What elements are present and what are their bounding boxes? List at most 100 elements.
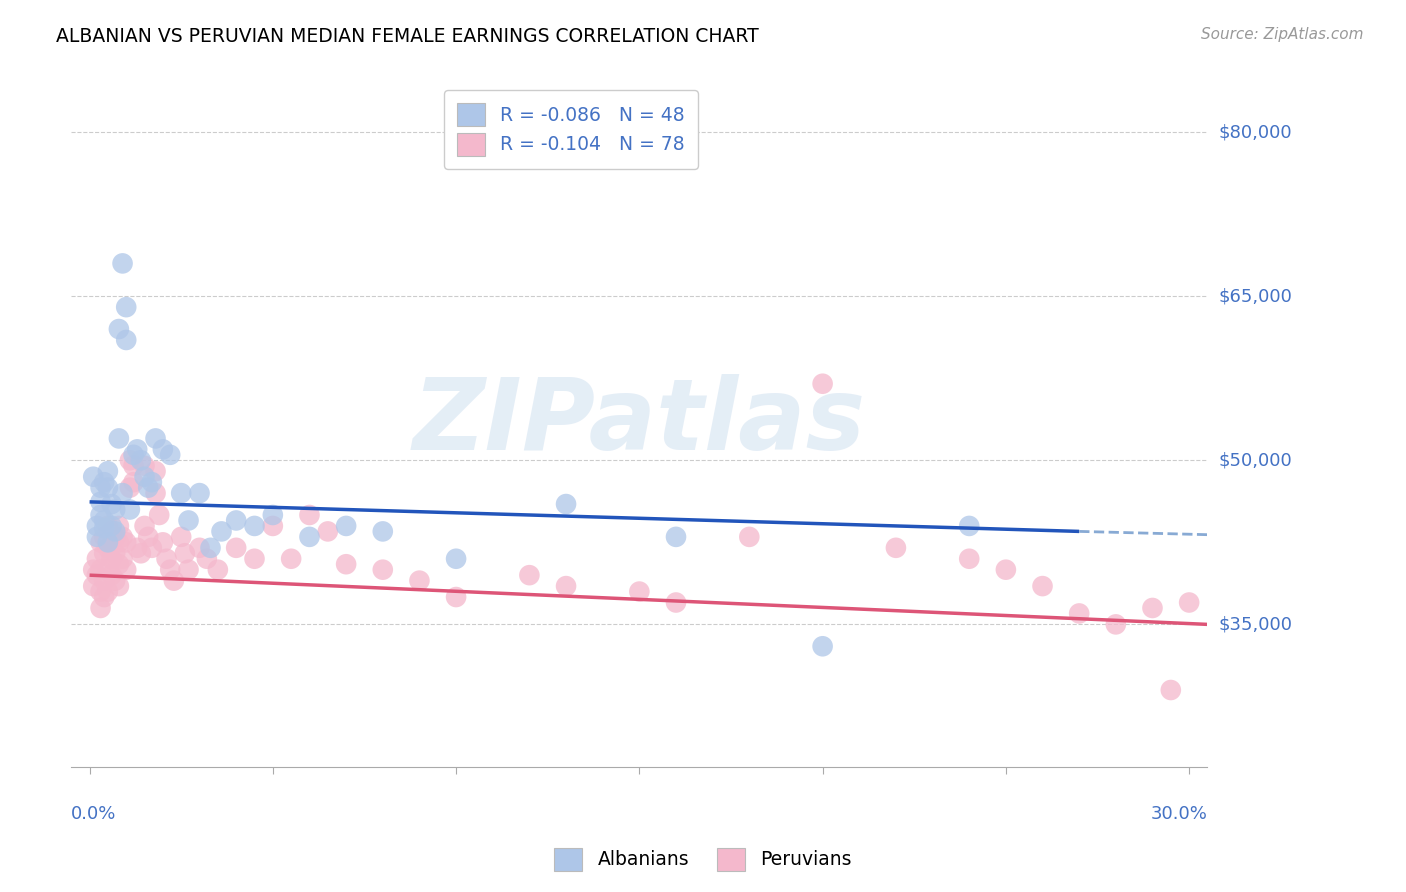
- Point: [97, 541, 120, 555]
- Point: [97, 563, 120, 577]
- Point: [111, 551, 134, 566]
- Point: [136, 530, 159, 544]
- Point: [1160, 683, 1182, 698]
- Point: [225, 513, 247, 527]
- Point: [444, 590, 467, 604]
- Point: [129, 453, 152, 467]
- Point: [335, 519, 357, 533]
- Point: [207, 563, 229, 577]
- Point: [811, 376, 834, 391]
- Point: [82, 563, 104, 577]
- Point: [957, 551, 980, 566]
- Point: [115, 535, 138, 549]
- Point: [93, 521, 115, 535]
- Point: [134, 469, 156, 483]
- Point: [104, 524, 127, 539]
- Point: [118, 453, 141, 467]
- Point: [108, 535, 131, 549]
- Point: [262, 508, 284, 522]
- Point: [298, 508, 321, 522]
- Point: [444, 551, 467, 566]
- Point: [134, 519, 156, 533]
- Point: [195, 551, 218, 566]
- Point: [118, 502, 141, 516]
- Point: [118, 481, 141, 495]
- Point: [108, 519, 131, 533]
- Point: [1105, 617, 1128, 632]
- Text: $50,000: $50,000: [1219, 451, 1292, 469]
- Point: [93, 513, 115, 527]
- Point: [90, 584, 112, 599]
- Point: [200, 541, 222, 555]
- Point: [100, 519, 122, 533]
- Point: [159, 563, 181, 577]
- Point: [811, 640, 834, 654]
- Point: [129, 546, 152, 560]
- Point: [93, 530, 115, 544]
- Point: [108, 579, 131, 593]
- Point: [1069, 607, 1091, 621]
- Point: [243, 551, 266, 566]
- Point: [134, 458, 156, 473]
- Point: [1142, 601, 1164, 615]
- Point: [90, 481, 112, 495]
- Point: [519, 568, 541, 582]
- Point: [170, 486, 193, 500]
- Point: [86, 519, 108, 533]
- Point: [111, 530, 134, 544]
- Point: [104, 574, 127, 588]
- Point: [90, 508, 112, 522]
- Text: $35,000: $35,000: [1219, 615, 1292, 633]
- Point: [115, 333, 138, 347]
- Point: [243, 519, 266, 533]
- Point: [127, 442, 149, 457]
- Text: $65,000: $65,000: [1219, 287, 1292, 305]
- Point: [155, 551, 177, 566]
- Point: [115, 563, 138, 577]
- Point: [136, 481, 159, 495]
- Legend: Albanians, Peruvians: Albanians, Peruvians: [547, 840, 859, 878]
- Point: [108, 558, 131, 572]
- Point: [884, 541, 907, 555]
- Point: [86, 551, 108, 566]
- Point: [298, 530, 321, 544]
- Point: [188, 541, 211, 555]
- Point: [82, 579, 104, 593]
- Point: [93, 590, 115, 604]
- Point: [408, 574, 430, 588]
- Point: [90, 495, 112, 509]
- Point: [93, 475, 115, 490]
- Point: [145, 486, 167, 500]
- Point: [1031, 579, 1053, 593]
- Text: 0.0%: 0.0%: [72, 805, 117, 823]
- Point: [93, 574, 115, 588]
- Point: [225, 541, 247, 555]
- Point: [97, 584, 120, 599]
- Point: [90, 563, 112, 577]
- Point: [104, 530, 127, 544]
- Point: [115, 300, 138, 314]
- Point: [122, 475, 145, 490]
- Point: [159, 448, 181, 462]
- Point: [141, 475, 163, 490]
- Point: [177, 513, 200, 527]
- Point: [100, 551, 122, 566]
- Point: [104, 546, 127, 560]
- Point: [122, 458, 145, 473]
- Point: [555, 497, 578, 511]
- Point: [100, 497, 122, 511]
- Point: [738, 530, 761, 544]
- Point: [108, 432, 131, 446]
- Point: [90, 535, 112, 549]
- Point: [177, 563, 200, 577]
- Point: [108, 322, 131, 336]
- Point: [104, 502, 127, 516]
- Point: [1178, 595, 1201, 609]
- Point: [555, 579, 578, 593]
- Legend: R = -0.086   N = 48, R = -0.104   N = 78: R = -0.086 N = 48, R = -0.104 N = 78: [444, 90, 699, 169]
- Point: [371, 524, 394, 539]
- Point: [371, 563, 394, 577]
- Text: ZIPatlas: ZIPatlas: [413, 374, 866, 470]
- Point: [141, 541, 163, 555]
- Point: [163, 574, 186, 588]
